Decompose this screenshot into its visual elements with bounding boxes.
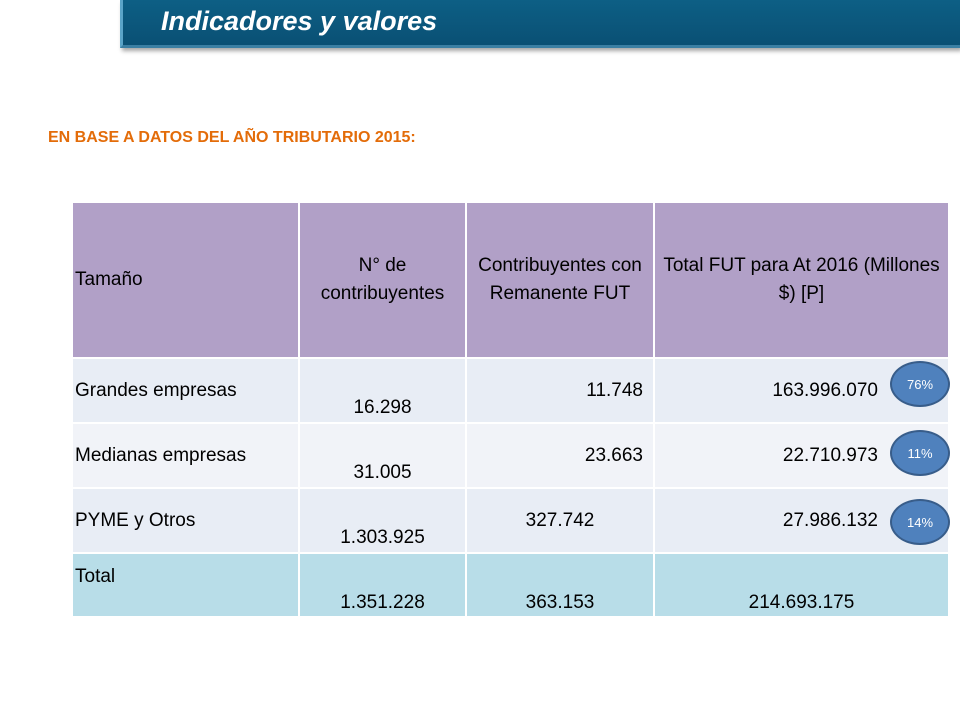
table-total-row: Total 1.351.228 363.153 214.693.175 (71, 552, 950, 618)
cell-tamano: Medianas empresas (71, 422, 300, 489)
subtitle: EN BASE A DATOS DEL AÑO TRIBUTARIO 2015: (48, 129, 416, 146)
cell-remanente: 11.748 (465, 357, 655, 424)
cell-total-contribuyentes: 1.351.228 (298, 552, 467, 618)
page-title: Indicadores y valores (161, 6, 438, 36)
cell-tamano: PYME y Otros (71, 487, 300, 554)
cell-remanente: 23.663 (465, 422, 655, 489)
table-row: PYME y Otros 1.303.925 327.742 27.986.13… (71, 487, 950, 554)
percent-badge-grandes: 76% (890, 361, 950, 407)
table-row: Medianas empresas 31.005 23.663 22.710.9… (71, 422, 950, 489)
table-header-row: Tamaño N° de contribuyentes Contribuyent… (71, 201, 950, 359)
table-row: Grandes empresas 16.298 11.748 163.996.0… (71, 357, 950, 424)
percent-badge-pyme: 14% (890, 499, 950, 545)
cell-total-remanente: 363.153 (465, 552, 655, 618)
cell-tamano: Grandes empresas (71, 357, 300, 424)
header-tamano: Tamaño (71, 201, 300, 359)
cell-contribuyentes: 31.005 (298, 422, 467, 489)
header-remanente: Contribuyentes con Remanente FUT (465, 201, 655, 359)
cell-contribuyentes: 16.298 (298, 357, 467, 424)
cell-total-total-fut: 214.693.175 (653, 552, 950, 618)
header-contribuyentes: N° de contribuyentes (298, 201, 467, 359)
percent-badge-medianas: 11% (890, 430, 950, 476)
cell-contribuyentes: 1.303.925 (298, 487, 467, 554)
cell-remanente: 327.742 (465, 487, 655, 554)
title-bar: Indicadores y valores (120, 0, 960, 48)
fut-table: Tamaño N° de contribuyentes Contribuyent… (71, 201, 950, 618)
cell-total-label: Total (71, 552, 300, 618)
header-total-fut: Total FUT para At 2016 (Millones $) [P] (653, 201, 950, 359)
